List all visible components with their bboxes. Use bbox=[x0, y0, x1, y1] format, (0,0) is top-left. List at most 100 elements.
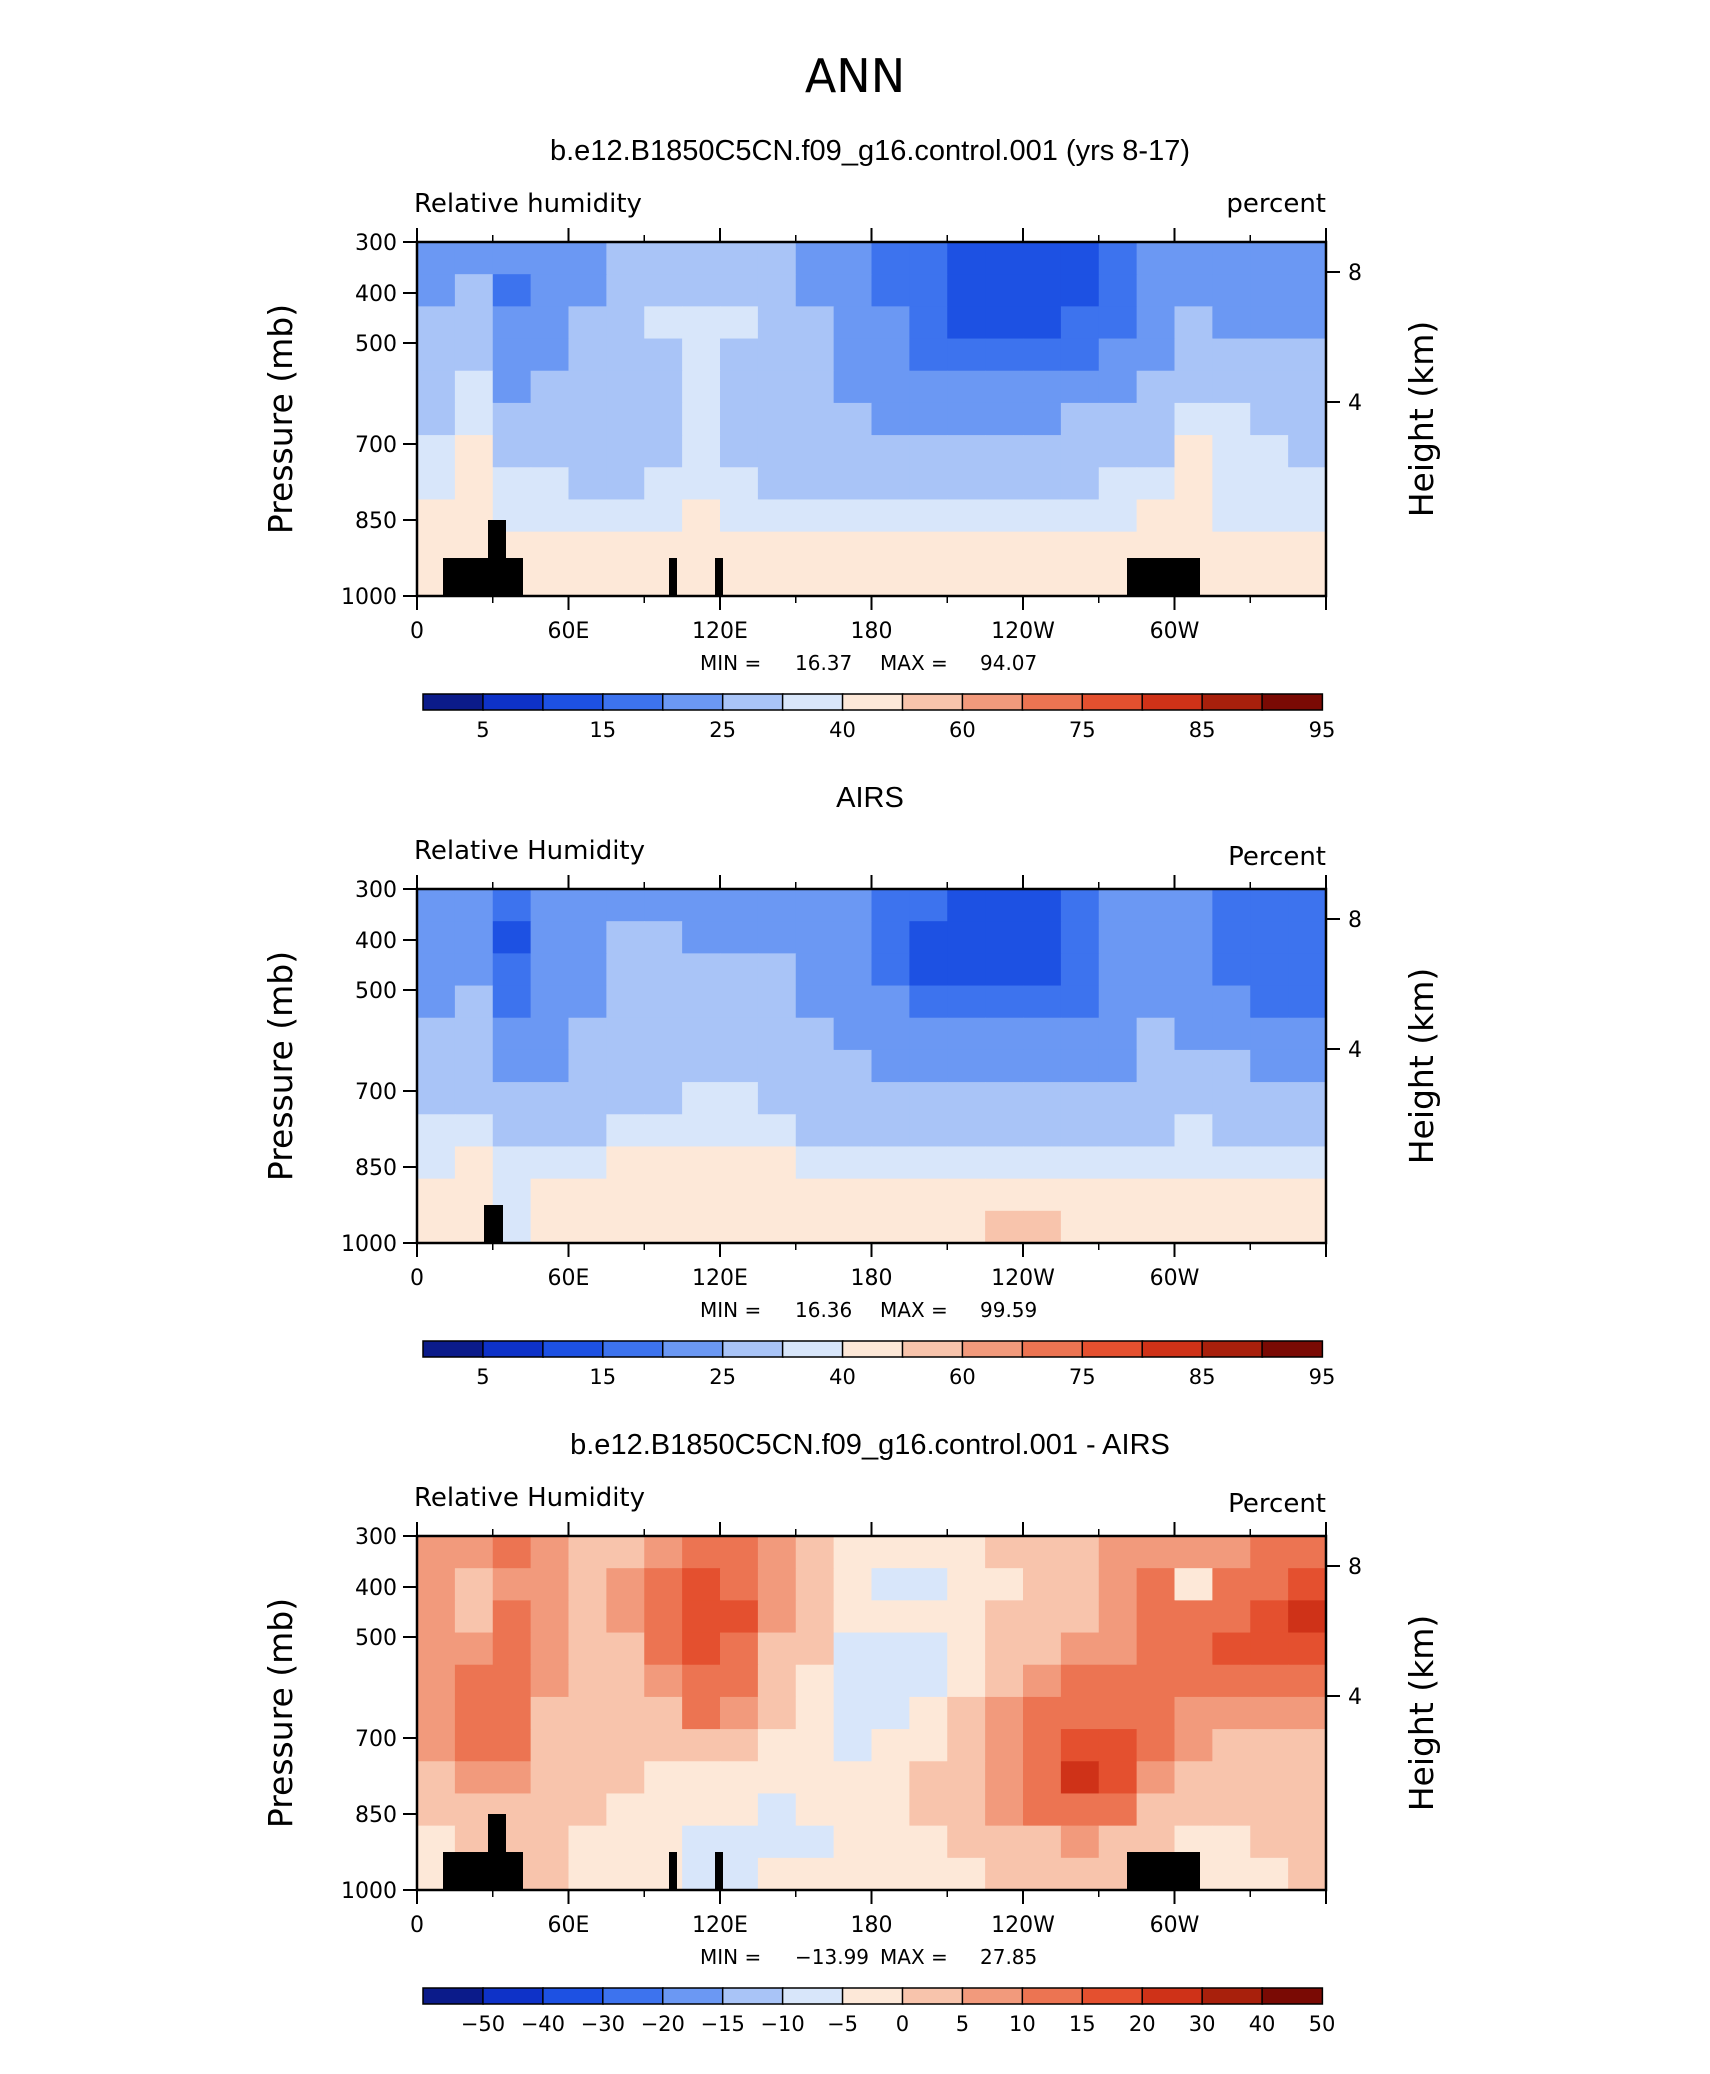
field-cell bbox=[454, 435, 494, 468]
colorbar-label: 15 bbox=[589, 1365, 616, 1389]
field-cell bbox=[492, 1082, 532, 1115]
field-cell bbox=[454, 499, 494, 533]
field-cell bbox=[606, 1664, 645, 1698]
field-cell bbox=[1023, 1600, 1062, 1634]
field-cell bbox=[909, 531, 948, 565]
field-cell bbox=[795, 1632, 835, 1666]
field-cell bbox=[1288, 338, 1327, 372]
x-tick-label: 60E bbox=[548, 1266, 590, 1291]
y-tick-label: 850 bbox=[355, 1803, 397, 1828]
field-cell bbox=[1136, 1568, 1176, 1601]
colorbar-box bbox=[1021, 1987, 1084, 2005]
field-cell bbox=[568, 1632, 607, 1666]
field-cell bbox=[417, 467, 456, 501]
field-cell bbox=[1288, 1696, 1327, 1730]
field-cell bbox=[833, 1761, 873, 1795]
field-cell bbox=[833, 563, 873, 597]
colorbar-label: 85 bbox=[1189, 1365, 1216, 1389]
field-cell bbox=[985, 889, 1024, 922]
panel-2: AIRS Relative Humidity Percent 0 60E 120E 180 1… bbox=[261, 782, 1441, 1389]
field-cell bbox=[1098, 889, 1138, 922]
field-cell bbox=[757, 1632, 797, 1666]
field-cell bbox=[985, 1729, 1024, 1762]
field-cell bbox=[1023, 242, 1062, 275]
field-cell bbox=[1023, 1729, 1062, 1762]
y2-tick-label: 8 bbox=[1348, 908, 1362, 933]
colorbar-box bbox=[1081, 1987, 1144, 2005]
field-cell bbox=[985, 1146, 1024, 1180]
field-cell bbox=[682, 1114, 721, 1148]
field-cell bbox=[454, 467, 494, 501]
field-cell bbox=[492, 1568, 532, 1601]
colorbar-label: 75 bbox=[1069, 718, 1096, 742]
panels-group: b.e12.B1850C5CN.f09_g16.control.001 (yrs… bbox=[261, 135, 1441, 2036]
field-cell bbox=[1250, 338, 1289, 372]
field-cell bbox=[454, 921, 494, 954]
y-axis-title: Pressure (mb) bbox=[261, 1598, 300, 1828]
field-cell bbox=[644, 1729, 683, 1762]
colorbar-box bbox=[1201, 1340, 1264, 1358]
field-cell bbox=[606, 1049, 645, 1083]
field-cell bbox=[909, 1568, 948, 1601]
field-cell bbox=[833, 1210, 873, 1244]
field-cell bbox=[757, 1696, 797, 1730]
field-cell bbox=[1136, 1632, 1176, 1666]
field-cell bbox=[417, 338, 456, 372]
x-tick-label: 0 bbox=[410, 1913, 424, 1938]
field-cell bbox=[833, 1536, 873, 1569]
field-cell bbox=[1098, 306, 1138, 340]
field-cell bbox=[909, 242, 948, 275]
field-cell bbox=[417, 889, 456, 922]
field-cell bbox=[720, 531, 759, 565]
field-cell bbox=[454, 306, 494, 340]
field-cell bbox=[1174, 1632, 1213, 1666]
max-value: 27.85 bbox=[980, 1945, 1037, 1969]
field-cell bbox=[682, 921, 721, 954]
field-cell bbox=[985, 1049, 1024, 1083]
field-cell bbox=[454, 1536, 494, 1569]
field-cell bbox=[606, 531, 645, 565]
field-cell bbox=[833, 467, 873, 501]
field-cell bbox=[1288, 499, 1327, 533]
field-cell bbox=[795, 1793, 835, 1827]
field-cell bbox=[1174, 1793, 1213, 1827]
field-cell bbox=[568, 531, 607, 565]
field-cell bbox=[1060, 499, 1100, 533]
field-cell bbox=[833, 435, 873, 468]
field-cell bbox=[871, 1210, 910, 1244]
field-cell bbox=[1288, 1146, 1327, 1180]
colorbar-box bbox=[901, 693, 964, 711]
field-cell bbox=[947, 467, 986, 501]
field-cell bbox=[795, 531, 835, 565]
field-cell bbox=[1136, 1536, 1176, 1569]
field-cell bbox=[606, 370, 645, 404]
field-cell bbox=[682, 1696, 721, 1730]
field-cell bbox=[417, 953, 456, 987]
field-cell bbox=[757, 1825, 797, 1859]
field-cell bbox=[720, 1632, 759, 1666]
field-cell bbox=[909, 338, 948, 372]
field-cell bbox=[530, 1114, 570, 1148]
field-cell bbox=[1023, 953, 1062, 987]
field-cell bbox=[947, 370, 986, 404]
field-cell bbox=[530, 889, 570, 922]
field-cell bbox=[454, 1729, 494, 1762]
field-cell bbox=[1023, 1178, 1062, 1212]
y-axis-title: Pressure (mb) bbox=[261, 304, 300, 534]
field-cell bbox=[417, 1761, 456, 1795]
field-cell bbox=[568, 1761, 607, 1795]
field-cell bbox=[985, 274, 1024, 307]
field-cell bbox=[682, 242, 721, 275]
field-cell bbox=[871, 306, 910, 340]
field-cell bbox=[909, 1696, 948, 1730]
x-tick-label: 180 bbox=[851, 1266, 893, 1291]
field-cell bbox=[985, 1082, 1024, 1115]
field-cell bbox=[1098, 370, 1138, 404]
colorbar-label: 5 bbox=[956, 2012, 969, 2036]
field-cell bbox=[833, 1082, 873, 1115]
field-cell bbox=[1060, 921, 1100, 954]
field-cell bbox=[985, 338, 1024, 372]
colorbar-label: −30 bbox=[581, 2012, 625, 2036]
field-cell bbox=[947, 1049, 986, 1083]
field-cell bbox=[1250, 1049, 1289, 1083]
